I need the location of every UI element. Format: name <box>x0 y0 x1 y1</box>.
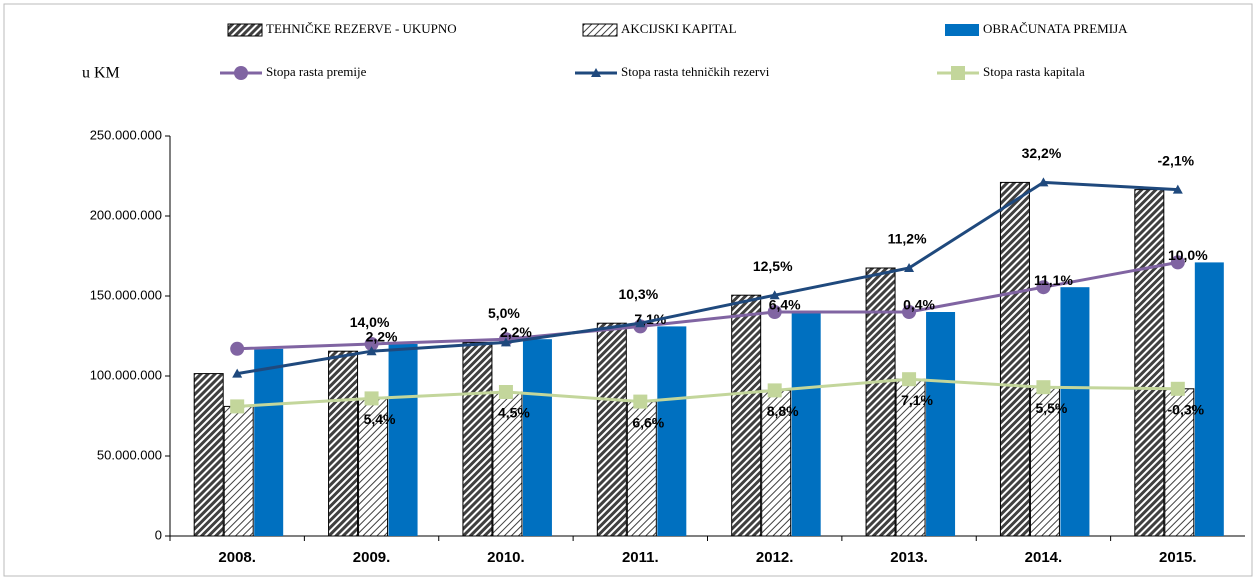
line-marker <box>230 341 245 356</box>
growth-label: 11,1% <box>1034 272 1073 288</box>
growth-label: 5,0% <box>488 305 520 321</box>
bar <box>1029 386 1060 537</box>
growth-label: 32,2% <box>1022 145 1062 161</box>
bar <box>1194 262 1224 536</box>
bar <box>462 341 493 537</box>
x-tick-label: 2014. <box>1025 549 1063 566</box>
legend-label: OBRAČUNATA PREMIJA <box>983 21 1128 36</box>
bar <box>1164 388 1195 537</box>
line-marker <box>635 318 646 328</box>
line-marker <box>767 305 782 319</box>
bar <box>1060 287 1090 536</box>
line <box>236 180 1178 376</box>
line-marker <box>904 263 915 272</box>
y-tick-label: 0 <box>155 527 162 542</box>
line-marker <box>902 305 917 319</box>
bar <box>223 405 254 537</box>
legend-swatch <box>227 23 263 37</box>
growth-label: 0,4% <box>903 297 935 313</box>
line-marker <box>1036 280 1051 295</box>
x-tick-label: 2015. <box>1159 549 1197 566</box>
y-tick-label: 150.000.000 <box>90 287 162 302</box>
growth-label: 5,5% <box>1035 400 1067 416</box>
bar <box>254 348 284 536</box>
legend-label: Stopa rasta premije <box>266 64 367 79</box>
y-tick-label: 200.000.000 <box>90 207 162 222</box>
line-marker <box>633 394 648 409</box>
bar <box>596 322 627 537</box>
x-tick-label: 2013. <box>890 549 928 566</box>
legend-swatch <box>582 23 618 37</box>
line-marker <box>591 68 601 77</box>
growth-label: 2,2% <box>366 329 398 345</box>
line-marker <box>1038 177 1049 187</box>
legend-label: Stopa rasta kapitala <box>983 64 1085 79</box>
bar <box>731 294 762 537</box>
line-marker <box>767 383 782 398</box>
bar <box>358 397 389 537</box>
growth-label: 6,6% <box>632 414 664 430</box>
x-tick-label: 2012. <box>756 549 794 566</box>
growth-label: 8,8% <box>767 403 799 419</box>
bar <box>791 312 821 536</box>
growth-label: 4,5% <box>498 405 530 421</box>
bar <box>388 344 418 536</box>
line <box>237 260 1179 351</box>
line-marker <box>769 290 780 300</box>
legend-label: TEHNIČKE REZERVE - UKUPNO <box>266 21 457 36</box>
growth-label: 14,0% <box>350 314 390 330</box>
bar <box>1134 189 1165 537</box>
y-tick-label: 100.000.000 <box>90 367 162 382</box>
line-marker <box>1172 184 1183 194</box>
line-marker <box>232 368 243 378</box>
line-marker <box>951 66 965 80</box>
line <box>237 377 1178 408</box>
x-tick-label: 2008. <box>218 549 256 566</box>
line-marker <box>1170 255 1185 270</box>
line-marker <box>1036 380 1051 395</box>
growth-label: 12,5% <box>753 258 793 274</box>
line-marker <box>366 346 377 356</box>
legend-label: Stopa rasta tehničkih rezervi <box>621 64 770 79</box>
line-marker <box>230 399 245 414</box>
bar <box>492 391 523 537</box>
x-tick-label: 2009. <box>353 549 391 566</box>
bar <box>926 312 956 536</box>
line-marker <box>364 337 379 351</box>
line-marker <box>500 337 511 347</box>
y-tick-label: 250.000.000 <box>90 127 162 142</box>
bar <box>761 389 792 537</box>
chart-frame <box>3 3 1253 577</box>
growth-label: 6,4% <box>769 297 801 313</box>
line-marker <box>1170 381 1185 396</box>
y-tick-label: 50.000.000 <box>97 447 162 462</box>
line-marker <box>364 391 379 406</box>
growth-label: 10,0% <box>1168 247 1208 263</box>
legend-label: AKCIJSKI KAPITAL <box>621 21 737 36</box>
bar <box>895 378 926 537</box>
x-tick-label: 2011. <box>622 549 659 566</box>
legend-swatch <box>945 24 979 36</box>
bar <box>657 326 687 536</box>
line-marker <box>498 385 513 399</box>
bar <box>193 373 224 537</box>
growth-label: 10,3% <box>618 286 658 302</box>
growth-label: -2,1% <box>1158 152 1195 168</box>
bar <box>999 181 1030 537</box>
growth-label: 11,2% <box>888 231 927 247</box>
growth-label: 2,2% <box>500 324 532 340</box>
growth-label: -0,3% <box>1168 402 1205 418</box>
bar <box>522 339 552 536</box>
growth-label: 7,1% <box>901 392 933 408</box>
y-axis-label: u KM <box>82 65 120 82</box>
bar <box>865 267 896 537</box>
growth-label: 5,4% <box>364 411 396 427</box>
line-marker <box>234 66 248 80</box>
bar <box>328 350 359 537</box>
x-tick-label: 2010. <box>487 549 525 566</box>
line-marker <box>902 372 917 387</box>
bar <box>626 401 657 537</box>
